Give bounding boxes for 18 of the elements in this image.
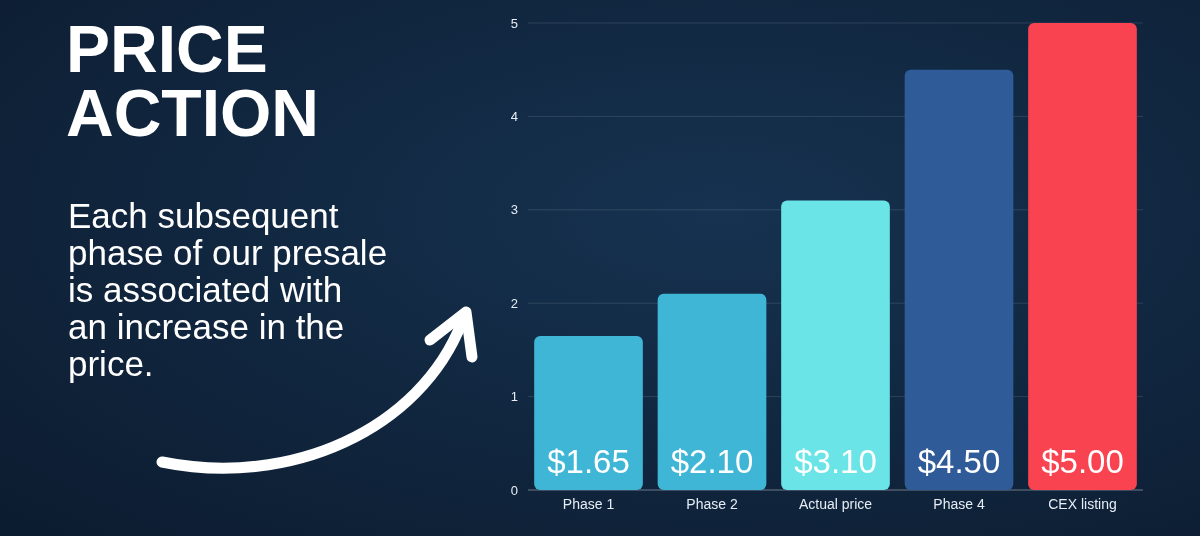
y-tick-label: 0 xyxy=(510,482,518,498)
data-label: $5.00 xyxy=(1041,443,1124,480)
y-tick-label: 2 xyxy=(510,295,518,311)
x-tick-label: CEX listing xyxy=(1048,496,1117,512)
y-tick-label: 5 xyxy=(510,15,518,31)
chart-title: PRICE ACTION xyxy=(66,12,319,150)
data-label: $4.50 xyxy=(917,443,1001,480)
y-tick-label: 4 xyxy=(510,108,518,124)
data-label: $2.10 xyxy=(670,443,754,480)
data-label: $3.10 xyxy=(794,443,877,480)
text: Each subsequent phase of our presale is associated with an increase in the price. xyxy=(68,196,388,383)
y-tick-label: 3 xyxy=(510,202,518,218)
y-tick-label: 1 xyxy=(510,389,518,405)
x-tick-label: Phase 1 xyxy=(562,496,615,512)
data-label: $1.65 xyxy=(547,443,630,480)
x-tick-label: Actual price xyxy=(798,496,873,512)
x-tick-label: Phase 2 xyxy=(686,496,738,512)
x-tick-label: Phase 4 xyxy=(933,496,985,512)
